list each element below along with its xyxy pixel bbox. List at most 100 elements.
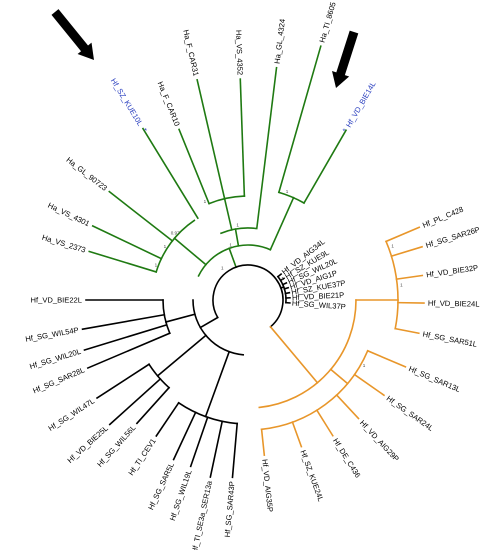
green-leaf-branch <box>91 224 163 260</box>
highlight-marker: * <box>343 127 346 136</box>
orange-lower-stem <box>329 368 349 385</box>
black-leaf-label: Hf_VD_BIE22L <box>31 296 83 305</box>
black-tight-stem <box>279 285 285 290</box>
green-leaf-branch <box>302 129 348 205</box>
black-leaf-label: Hf_TI_CEV1 <box>126 437 157 477</box>
green-leaf-branch <box>255 66 278 230</box>
black-leaf-branch <box>209 420 224 478</box>
green-leaf-label: Ha_VS_2373 <box>41 233 87 255</box>
black-leaf-label: Hf_TI_SE3a_SER13a <box>190 479 214 550</box>
black-leaf-branch <box>83 323 168 351</box>
black-tight-branch <box>283 286 290 290</box>
black-bootstrap-value: 1 <box>281 276 284 281</box>
black-leaf-label: Hf_SG_WIL20L <box>28 347 81 371</box>
black-tight-branch <box>281 281 288 286</box>
green-mid-stem <box>234 228 240 247</box>
green-mid-arc <box>219 227 257 235</box>
orange-leaf-branch <box>353 373 386 397</box>
green-leaf-branch <box>196 78 226 200</box>
black-leaf-branch <box>231 422 239 479</box>
green-root-arc <box>197 244 272 277</box>
green-upper-stem <box>223 197 233 231</box>
green-leaf-branch <box>108 190 174 243</box>
black-tight-branch <box>276 273 283 278</box>
green-bootstrap-value: 1 <box>164 244 167 249</box>
black-leaf-label: Hf_SG_SAR28L <box>31 365 85 395</box>
green-bootstrap-value: 1 <box>229 243 232 248</box>
orange-leaf-label: Hf_VD_BIE24L <box>428 299 480 309</box>
orange-leaf-label: Hf_SZ_KUE24L <box>298 449 325 503</box>
black-bottom-arc <box>177 401 239 425</box>
orange-leaf-branch <box>394 327 420 335</box>
orange-leaf-label: Hf_VD_AIG29P <box>358 418 401 463</box>
green-leaf-branch <box>88 250 158 273</box>
orange-upper-arc <box>385 240 399 330</box>
black-leaf-label: Hf_SG_WIL19L <box>168 469 194 522</box>
orange-stem-branch <box>269 325 319 384</box>
green-leaf-label: Ha_GL_4324 <box>273 18 287 64</box>
black-left-arc <box>192 299 245 356</box>
black-tight-label: Hf_VD_BIE21P <box>292 290 345 302</box>
black-leaf-branch <box>189 416 209 468</box>
black-upper-left-arc <box>162 299 171 335</box>
orange-leaf-label: Hf_SG_SAR26P <box>425 225 481 250</box>
orange-leaf-branch <box>335 393 360 420</box>
black-leaf-branch <box>155 401 180 438</box>
green-leaf-label: Hf_SZ_KUE10L <box>109 77 145 128</box>
black-mid-left-stem <box>156 334 207 377</box>
highlight-marker: * <box>144 126 147 135</box>
black-leaf-branch <box>108 377 162 426</box>
orange-bootstrap-value: 1 <box>363 363 366 368</box>
green-bootstrap-value: 1 <box>155 262 158 267</box>
orange-leaf-label: Hf_VD_AIG35P <box>260 459 275 513</box>
black-upper-left-stem <box>164 313 196 323</box>
arrow-icon <box>332 30 359 88</box>
black-left-stem <box>199 316 219 329</box>
green-leaf-label: Ha_GL_90723 <box>64 155 108 193</box>
orange-leaf-branch <box>291 421 303 448</box>
green-leaf-label: Ha_TI_8605 <box>318 1 338 44</box>
black-leaf-branch <box>172 411 197 461</box>
green-leaf-branch <box>239 78 246 197</box>
black-leaf-label: Hf_SG_SAR43P <box>223 481 237 538</box>
orange-lower-arc <box>260 349 369 431</box>
black-bottom-stem <box>204 350 231 418</box>
green-leaf-branch <box>178 128 211 205</box>
black-leaf-label: Hf_SG_SAR5L <box>146 461 176 511</box>
green-bootstrap-value: 1 <box>286 189 289 194</box>
green-leaf-label: Ha_VS_4352 <box>234 30 245 75</box>
green-left-arc <box>155 219 196 273</box>
black-leaf-branch <box>81 313 166 331</box>
orange-leaf-branch <box>366 349 407 368</box>
green-upper-arc <box>207 195 246 205</box>
orange-leaf-branch <box>390 245 424 258</box>
green-right-stem <box>269 196 295 251</box>
black-bootstrap-value: 1 <box>221 265 224 270</box>
orange-leaf-branch <box>395 274 424 281</box>
green-bootstrap-value: 1 <box>204 199 207 204</box>
orange-leaf-branch <box>315 409 334 437</box>
green-leaf-label: Ha_VS_4301 <box>46 201 91 229</box>
green-leaf-branch <box>141 127 199 220</box>
orange-bootstrap-value: 1 <box>400 283 403 288</box>
orange-leaf-label: Hf_DE_C436 <box>331 437 362 480</box>
black-tight-label: Hf_SG_WIL37P <box>292 299 347 312</box>
orange-root-arc <box>258 299 357 409</box>
green-bootstrap-value: 0.97 <box>171 230 180 235</box>
green-leaf-label: Ha_F_CAR10 <box>156 80 182 127</box>
black-tight-branch <box>279 277 286 282</box>
black-leaf-branch <box>95 363 151 400</box>
green-bootstrap-value: 1 <box>236 223 239 228</box>
black-tight-branch <box>284 291 291 295</box>
black-leaf-branch <box>86 332 171 370</box>
orange-leaf-branch <box>385 226 421 243</box>
green-leaf-label: Hf_VD_BIE14L <box>344 80 378 129</box>
orange-leaf-branch <box>260 428 266 457</box>
black-root-arc <box>212 264 284 328</box>
black-leaf-label: Hf_SG_WIL47L <box>47 396 97 433</box>
green-stem-branch <box>228 247 238 269</box>
orange-bootstrap-value: 1 <box>391 243 394 248</box>
orange-leaf-label: Hf_VD_BIE32P <box>426 263 479 279</box>
